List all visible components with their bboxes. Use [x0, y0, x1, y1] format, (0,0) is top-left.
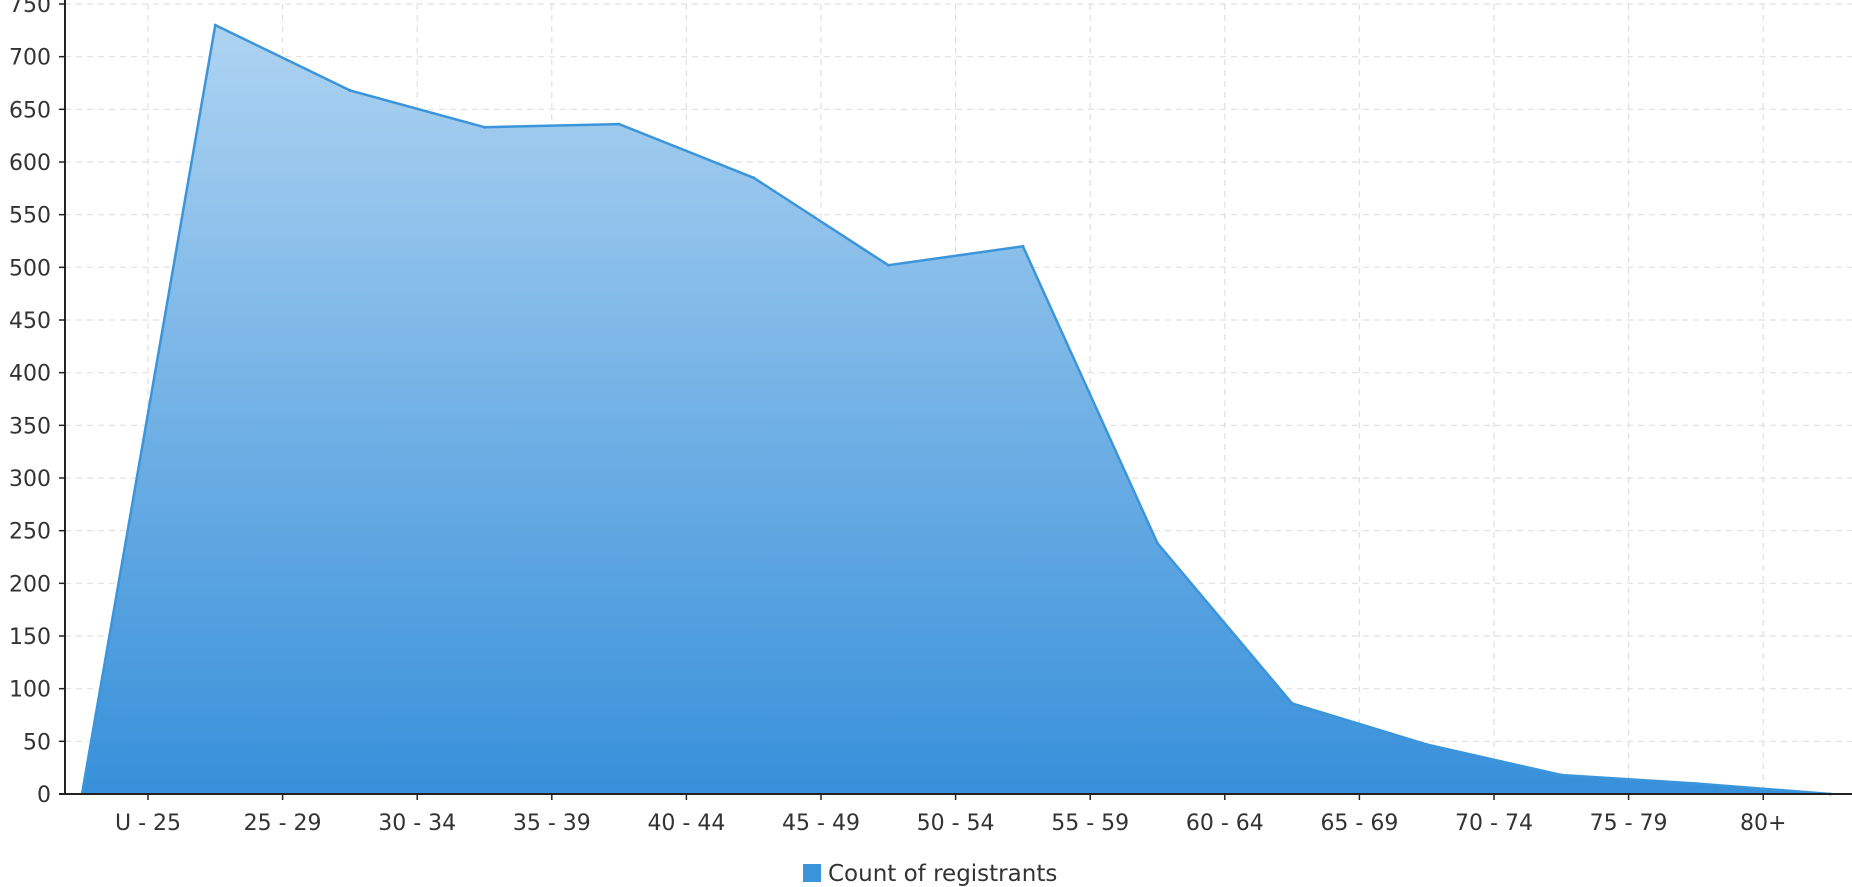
x-tick-label: 45 - 49 — [782, 811, 860, 836]
data-point — [1290, 701, 1294, 705]
area-fill — [82, 25, 1831, 795]
y-tick-label: 100 — [9, 678, 51, 703]
x-tick-label: 70 - 74 — [1455, 811, 1533, 836]
data-point — [213, 23, 217, 27]
legend: Count of registrants — [803, 861, 1057, 887]
legend-swatch — [803, 864, 821, 882]
y-tick-label: 650 — [9, 98, 51, 123]
data-point — [348, 88, 352, 92]
x-axis-ticks: U - 25 25 - 29 30 - 34 35 - 39 40 - 44 45 - 4… — [115, 794, 1786, 836]
y-tick-label: 450 — [9, 309, 51, 334]
y-tick-label: 0 — [37, 783, 51, 808]
y-tick-label: 300 — [9, 467, 51, 492]
y-tick-label: 500 — [9, 256, 51, 281]
y-tick-label: 350 — [9, 414, 51, 439]
legend-label: Count of registrants — [828, 861, 1057, 887]
y-tick-label: 550 — [9, 204, 51, 229]
x-tick-label: 75 - 79 — [1590, 811, 1668, 836]
x-tick-label: 80+ — [1740, 811, 1786, 836]
y-tick-label: 700 — [9, 46, 51, 71]
y-tick-label: 200 — [9, 572, 51, 597]
y-axis-ticks: 0 50 100 150 200 250 300 350 400 450 500 550 600 650 7… — [9, 0, 65, 808]
x-tick-label: 40 - 44 — [647, 811, 725, 836]
data-point — [1156, 541, 1159, 545]
data-point — [1694, 781, 1698, 785]
x-tick-label: U - 25 — [115, 811, 181, 836]
x-tick-label: 35 - 39 — [513, 811, 591, 836]
y-tick-label: 150 — [9, 625, 51, 650]
x-tick-label: 65 - 69 — [1320, 811, 1398, 836]
x-tick-label: 50 - 54 — [917, 811, 995, 836]
y-tick-label: 50 — [23, 730, 51, 755]
data-point — [483, 125, 486, 129]
x-tick-label: 25 - 29 — [244, 811, 322, 836]
data-point — [1425, 742, 1429, 746]
data-point — [752, 176, 756, 180]
y-tick-label: 250 — [9, 520, 51, 545]
data-point — [1021, 244, 1025, 248]
y-tick-label: 400 — [9, 362, 51, 387]
data-point — [617, 122, 621, 126]
x-tick-label: 60 - 64 — [1186, 811, 1264, 836]
area-outline — [80, 23, 1831, 796]
x-tick-label: 30 - 34 — [378, 811, 456, 836]
series-area — [80, 23, 1832, 796]
data-point — [1559, 773, 1563, 777]
x-tick-label: 55 - 59 — [1051, 811, 1129, 836]
y-tick-label: 750 — [9, 0, 51, 18]
data-point — [886, 263, 890, 267]
y-tick-label: 600 — [9, 151, 51, 176]
